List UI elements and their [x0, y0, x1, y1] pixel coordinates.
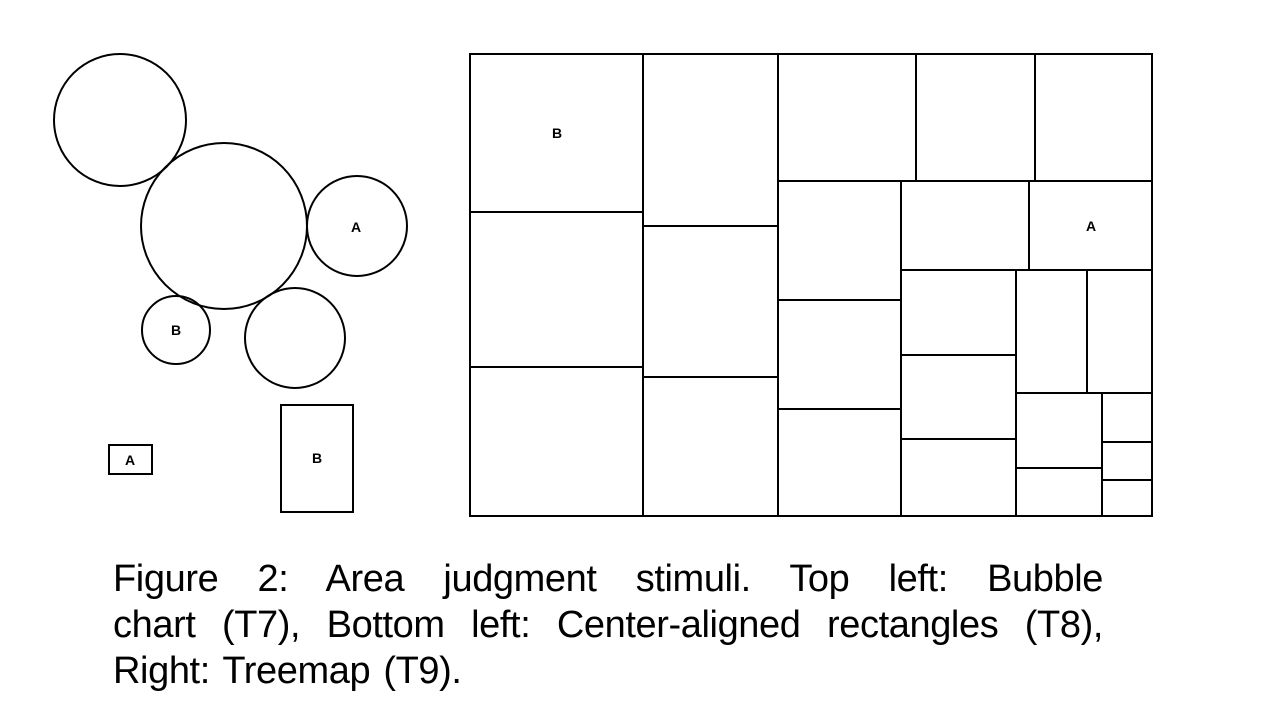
rectangle-label-b: B [312, 450, 322, 466]
figure-graphic: A B A B [0, 0, 1264, 540]
bubble-label-b: B [171, 322, 181, 338]
bubble-chart: A B [54, 54, 407, 388]
bubble [245, 288, 345, 388]
caption-line-1: Figure 2: Area judgment stimuli. Top lef… [113, 556, 1103, 602]
bubble-label-a: A [351, 219, 361, 235]
treemap: B A [470, 54, 1152, 516]
treemap-label-a: A [1086, 218, 1096, 234]
bubble [141, 143, 307, 309]
treemap-frame [470, 54, 1152, 516]
treemap-label-b: B [552, 125, 562, 141]
rectangle-label-a: A [125, 452, 135, 468]
center-aligned-rectangles: A B [109, 405, 353, 512]
figure-caption: Figure 2: Area judgment stimuli. Top lef… [113, 556, 1103, 694]
caption-line-3: Right: Treemap (T9). [113, 648, 1103, 694]
caption-line-2: chart (T7), Bottom left: Center-aligned … [113, 602, 1103, 648]
